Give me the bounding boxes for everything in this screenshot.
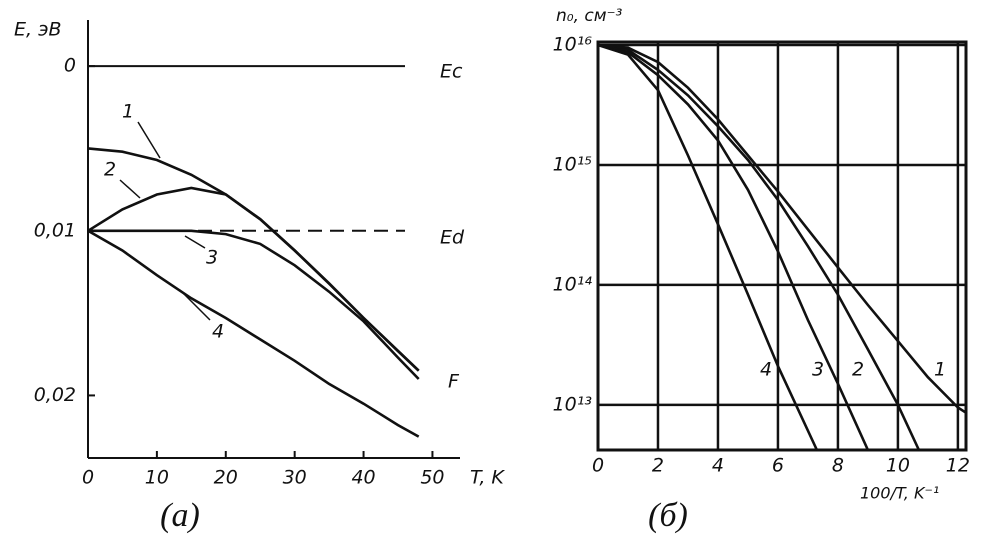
curve xyxy=(597,43,870,451)
curve-label: 1 xyxy=(122,101,134,123)
curve-label: 3 xyxy=(812,359,824,381)
x-tick-label: 12 xyxy=(946,455,970,477)
y-tick-label: 10¹⁶ xyxy=(553,34,593,56)
curve xyxy=(87,186,420,372)
y-tick-label: 0 xyxy=(64,55,76,77)
x-tick-label: 8 xyxy=(832,455,844,477)
y-tick-label: 10¹⁵ xyxy=(553,153,592,175)
caption: (а) xyxy=(160,497,200,534)
y-tick-label: 0,01 xyxy=(34,219,76,241)
curve-label: 2 xyxy=(852,359,864,381)
y-axis-title: n₀, см⁻³ xyxy=(556,6,623,26)
plot-frame xyxy=(596,40,968,452)
x-axis-title: T, K xyxy=(470,467,505,489)
leader-line xyxy=(179,289,211,321)
x-tick-label: 10 xyxy=(145,467,169,489)
leader-line xyxy=(119,179,141,199)
leader-line xyxy=(137,121,161,159)
y-axis-title: E, эВ xyxy=(14,19,62,41)
x-tick-label: 40 xyxy=(351,467,375,489)
leader-line xyxy=(184,235,206,249)
curve-label: 4 xyxy=(760,359,772,381)
annotation: F xyxy=(448,371,460,393)
x-tick-label: 4 xyxy=(712,455,724,477)
curve-label: 4 xyxy=(212,321,224,343)
x-tick-label: 30 xyxy=(283,467,307,489)
x-tick-label: 20 xyxy=(214,467,238,489)
x-tick-label: 0 xyxy=(82,467,94,489)
y-tick-label: 0,02 xyxy=(34,384,76,406)
curve xyxy=(597,43,819,451)
curve xyxy=(87,229,420,438)
caption: (б) xyxy=(648,497,688,534)
reference-label: Ed xyxy=(440,227,465,249)
curve xyxy=(597,43,921,451)
curve xyxy=(88,229,420,380)
reference-label: Ec xyxy=(440,61,463,83)
curve-label: 1 xyxy=(934,359,946,381)
x-tick-label: 0 xyxy=(592,455,604,477)
x-tick-label: 6 xyxy=(772,455,784,477)
curve xyxy=(87,147,420,372)
y-tick-label: 10¹⁴ xyxy=(553,273,593,295)
x-tick-label: 50 xyxy=(420,467,444,489)
y-tick-label: 10¹³ xyxy=(553,393,592,415)
curve-label: 2 xyxy=(104,159,116,181)
x-axis-title: 100/T, K⁻¹ xyxy=(860,484,939,503)
x-tick-label: 2 xyxy=(652,455,664,477)
curve-label: 3 xyxy=(206,247,218,269)
x-tick-label: 10 xyxy=(886,455,910,477)
curve xyxy=(597,43,968,415)
